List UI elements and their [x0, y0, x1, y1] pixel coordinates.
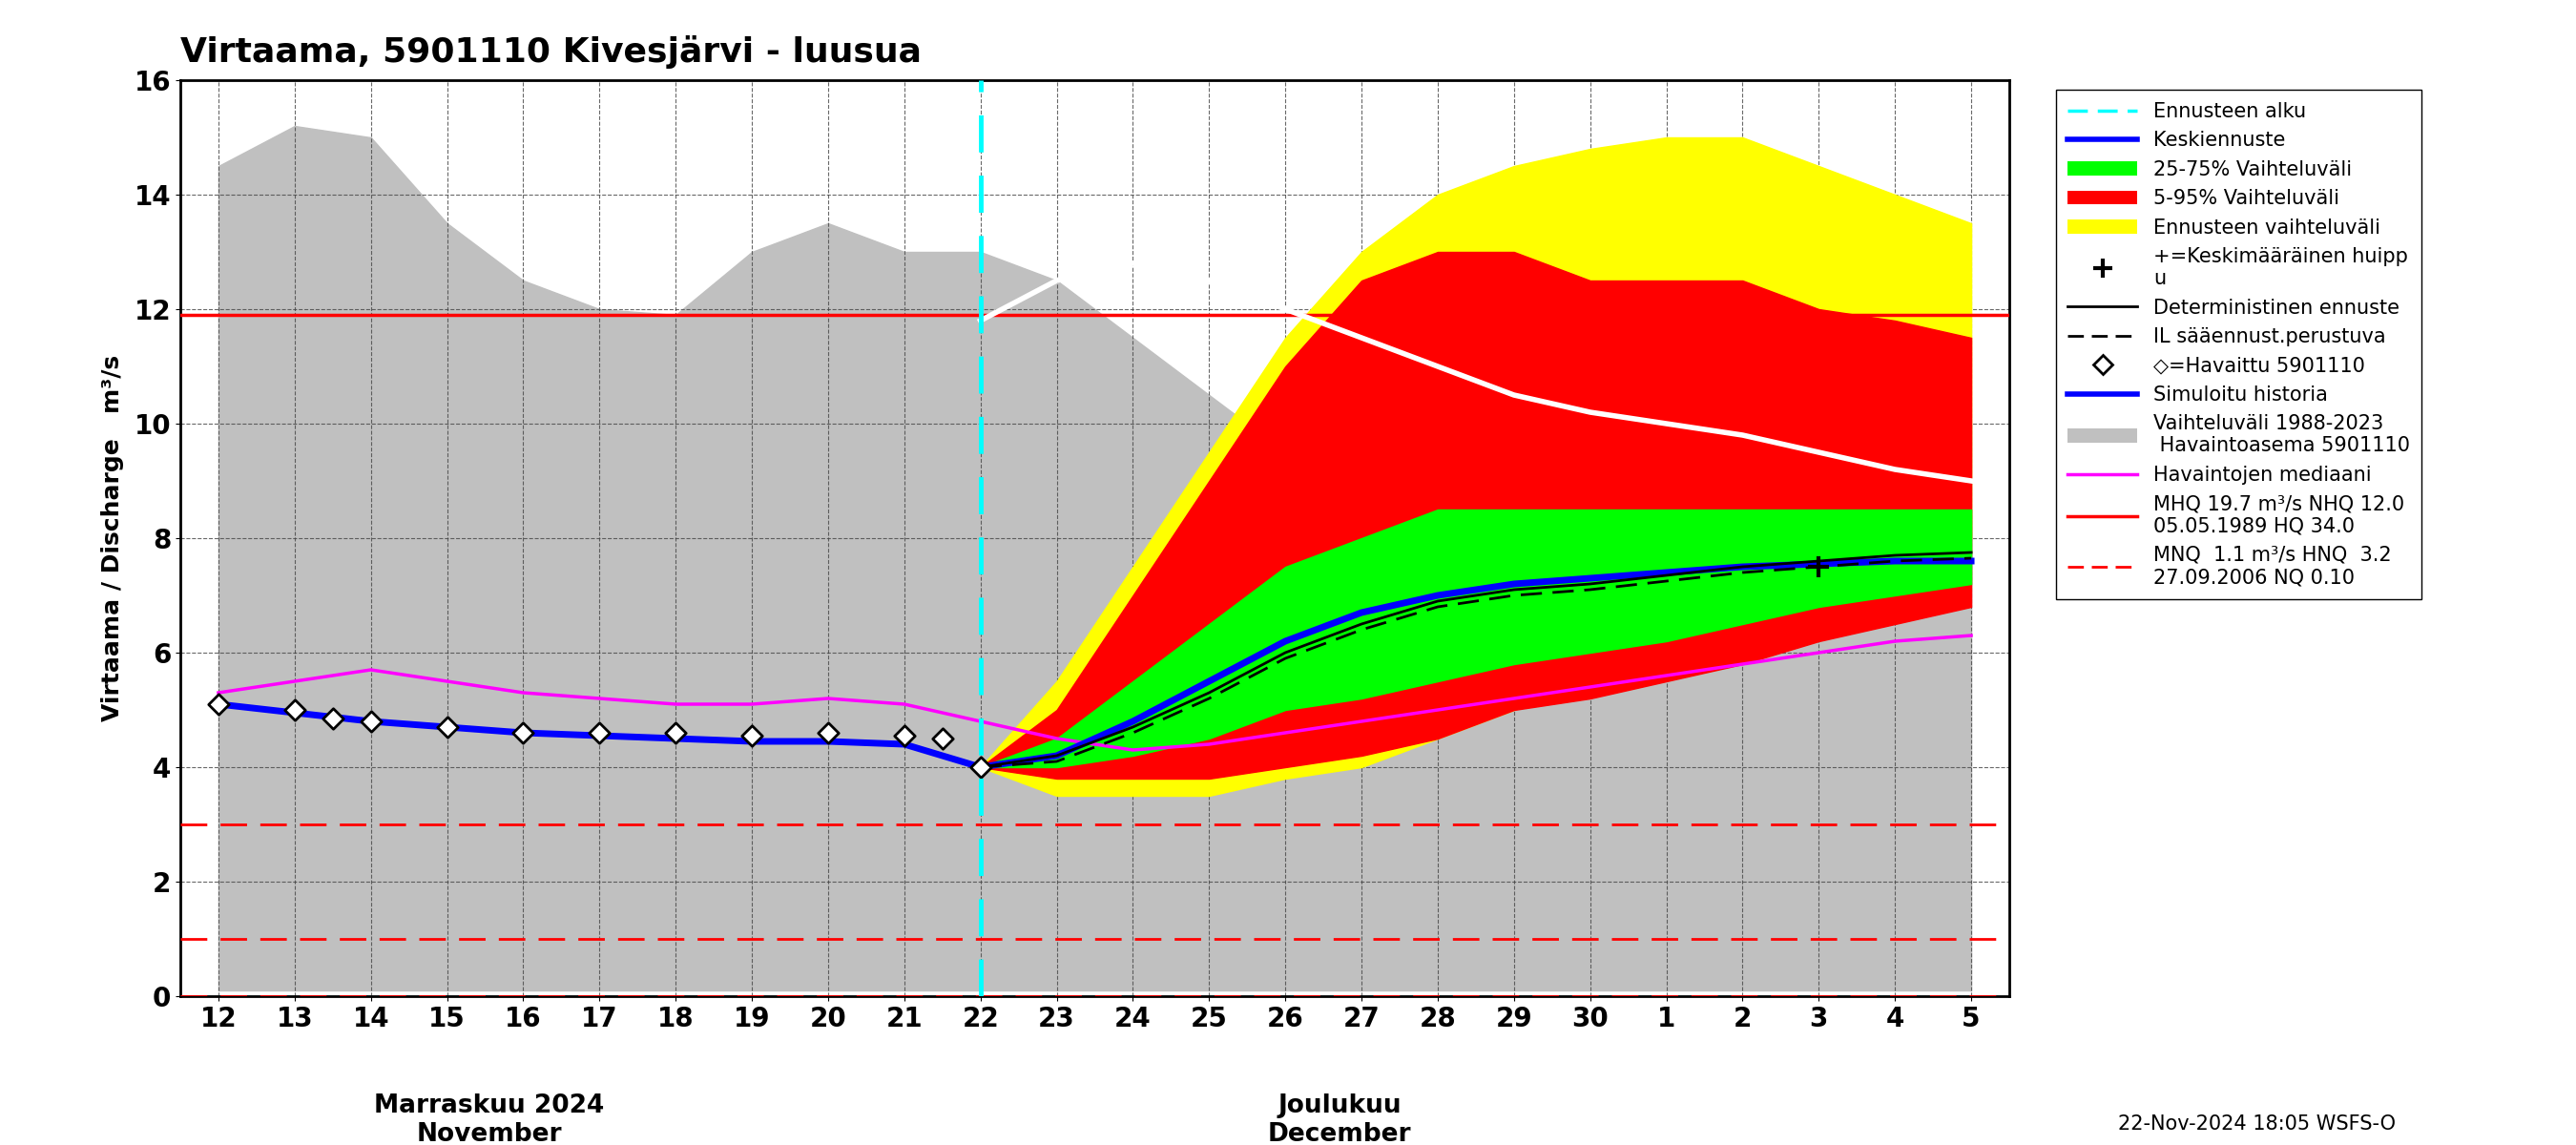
Point — [654, 724, 696, 742]
Legend: Ennusteen alku, Keskiennuste, 25-75% Vaihteluväli, 5-95% Vaihteluväli, Ennusteen: Ennusteen alku, Keskiennuste, 25-75% Vai… — [2056, 90, 2421, 599]
Point — [312, 709, 353, 728]
Text: Joulukuu
December: Joulukuu December — [1267, 1093, 1412, 1145]
Text: Marraskuu 2024
November: Marraskuu 2024 November — [374, 1093, 605, 1145]
Point — [198, 695, 240, 713]
Text: 22-Nov-2024 18:05 WSFS-O: 22-Nov-2024 18:05 WSFS-O — [2117, 1114, 2396, 1134]
Point — [350, 712, 392, 731]
Point — [884, 726, 925, 744]
Point — [428, 718, 469, 736]
Point — [580, 724, 621, 742]
Point — [732, 726, 773, 744]
Point — [806, 724, 848, 742]
Point — [502, 724, 544, 742]
Point — [961, 758, 1002, 776]
Point — [922, 729, 963, 748]
Point — [273, 701, 314, 719]
Text: Virtaama, 5901110 Kivesjärvi - luusua: Virtaama, 5901110 Kivesjärvi - luusua — [180, 34, 922, 69]
Y-axis label: Virtaama / Discharge   m³/s: Virtaama / Discharge m³/s — [100, 355, 124, 721]
